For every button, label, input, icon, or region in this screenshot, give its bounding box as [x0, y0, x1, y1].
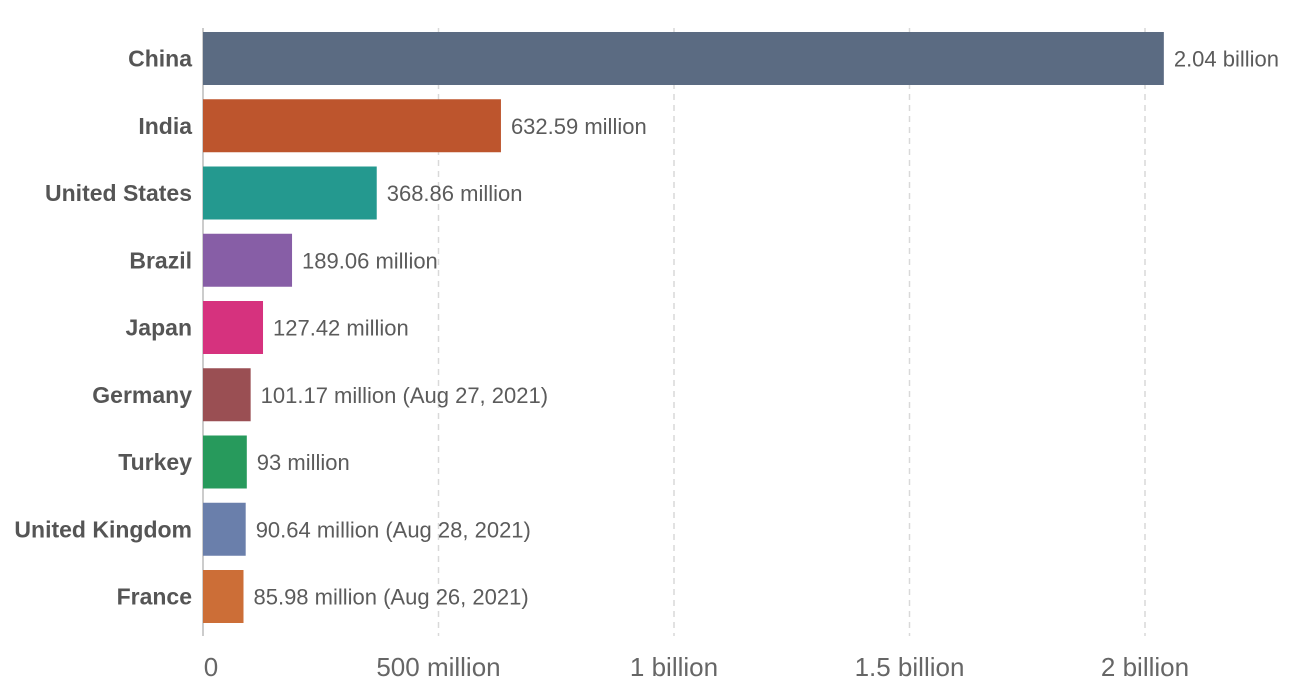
value-label: 127.42 million — [273, 316, 409, 341]
bar — [203, 233, 293, 287]
category-label: Japan — [126, 315, 192, 341]
value-label: 2.04 billion — [1174, 47, 1279, 72]
bar — [203, 570, 244, 623]
x-tick-label: 0 — [204, 652, 218, 682]
value-labels: 2.04 billion 632.59 million 368.86 million… — [253, 47, 1279, 610]
category-labels: China India United States Brazil Japan German… — [14, 46, 192, 610]
value-label: 189.06 million — [302, 248, 438, 273]
bar — [203, 32, 1164, 85]
bar — [203, 435, 247, 489]
x-tick-label: 2 billion — [1101, 652, 1189, 682]
category-label: United Kingdom — [14, 516, 192, 542]
bar — [203, 301, 264, 354]
bar — [203, 99, 501, 153]
value-label: 90.64 million (Aug 28, 2021) — [256, 517, 531, 542]
bar — [203, 368, 251, 422]
category-label: Brazil — [129, 247, 192, 273]
category-label: France — [117, 584, 192, 610]
value-label: 368.86 million — [387, 181, 523, 206]
category-label: India — [138, 113, 192, 139]
value-label: 632.59 million — [511, 114, 647, 139]
value-label: 101.17 million (Aug 27, 2021) — [261, 383, 548, 408]
category-label: China — [128, 46, 192, 72]
category-label: Turkey — [118, 449, 192, 475]
category-label: Germany — [92, 382, 192, 408]
x-axis-ticks: 0 500 million 1 billion 1.5 billion 2 billio… — [204, 652, 1189, 682]
x-tick-label: 500 million — [376, 652, 500, 682]
bar — [203, 166, 377, 220]
x-tick-label: 1.5 billion — [855, 652, 965, 682]
bar — [203, 502, 246, 556]
value-label: 93 million — [257, 450, 350, 475]
category-label: United States — [45, 180, 192, 206]
x-tick-label: 1 billion — [630, 652, 718, 682]
bars — [203, 32, 1164, 623]
value-label: 85.98 million (Aug 26, 2021) — [253, 585, 528, 610]
